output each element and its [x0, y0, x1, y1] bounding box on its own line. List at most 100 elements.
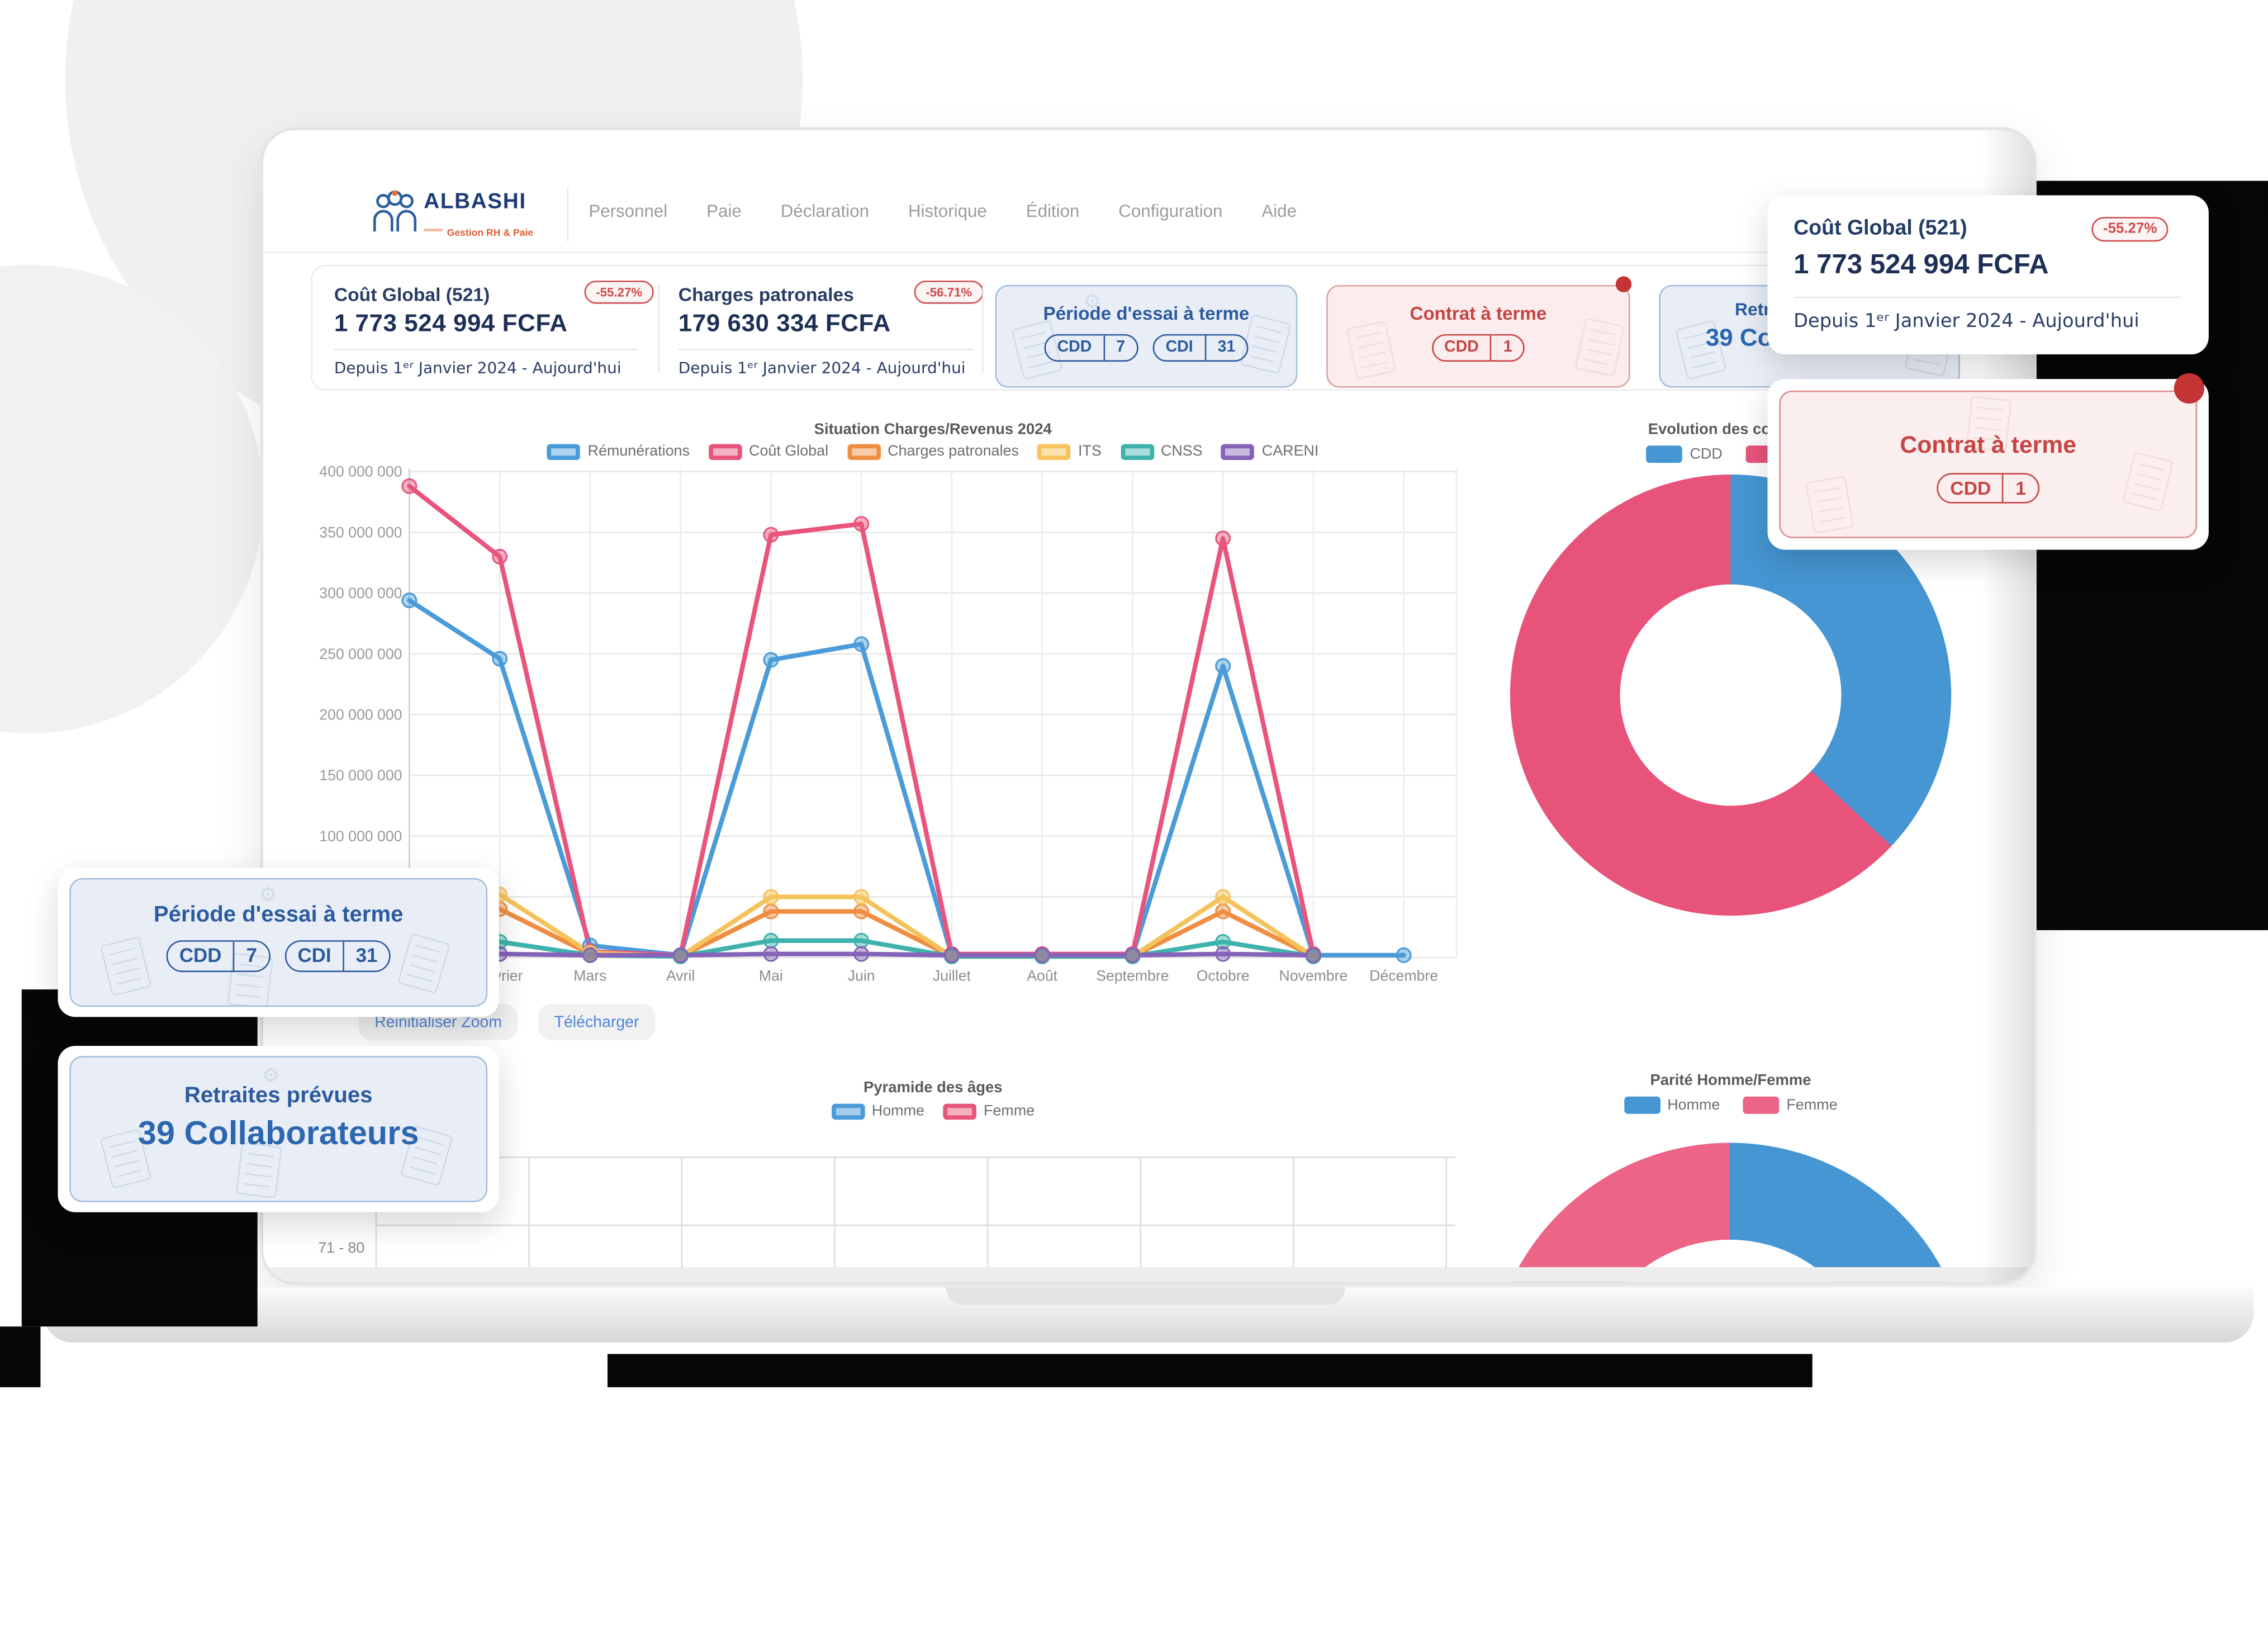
legend-swatch [943, 1103, 977, 1120]
svg-text:Septembre: Septembre [1096, 968, 1169, 984]
legend-item[interactable]: Homme [831, 1103, 924, 1120]
stat-charges-badge: -56.71% [914, 278, 984, 304]
age-pyramid-chart: 71 - 80 [318, 1156, 1455, 1271]
legend-item[interactable]: Coût Global [708, 444, 828, 460]
widget-periode-essai[interactable]: ⚙ Période d'essai à terme CDD 7 CDI 31 [995, 285, 1298, 388]
popup-cout-global-title: Coût Global (521) [1793, 217, 1967, 240]
stat-cout-global-period: Depuis 1ᵉʳ Janvier 2024 - Aujourd'hui [334, 358, 621, 378]
float-pill-cdd: CDD 7 [166, 940, 271, 971]
stats-vdivider-1 [658, 283, 660, 373]
svg-text:250 000 000: 250 000 000 [319, 646, 402, 662]
download-button[interactable]: Télécharger [538, 1004, 656, 1040]
svg-text:71 - 80: 71 - 80 [318, 1239, 364, 1256]
stat-divider-2 [678, 348, 974, 350]
parity-donut-title: Parité Homme/Femme [1650, 1072, 1811, 1089]
stat-divider [334, 348, 638, 350]
popup-cout-global-badge: -55.27% [2091, 214, 2169, 242]
legend-swatch [1624, 1096, 1660, 1114]
age-pyramid-title: Pyramide des âges [863, 1079, 1003, 1097]
svg-text:Juillet: Juillet [933, 968, 971, 984]
brand-name: ALBASHI [424, 189, 526, 215]
popup-notification-dot [2174, 373, 2205, 404]
stats-vdivider-2 [982, 283, 984, 373]
legend-item[interactable]: CDD [1646, 445, 1723, 463]
stat-charges-title: Charges patronales [678, 283, 854, 306]
nav-declaration[interactable]: Déclaration [780, 201, 870, 221]
nav-divider [567, 188, 569, 242]
legend-item[interactable]: Rémunérations [547, 444, 690, 460]
legend-item[interactable]: Charges patronales [847, 444, 1019, 460]
popup-contrat-title: Contrat à terme [1900, 432, 2076, 459]
svg-text:Mars: Mars [573, 968, 606, 984]
parity-donut-legend: Homme Femme [1510, 1096, 1951, 1114]
svg-text:300 000 000: 300 000 000 [319, 585, 402, 601]
float-retraites[interactable]: ⚙ Retraites prévues 39 Collaborateurs [58, 1046, 499, 1212]
legend-swatch [708, 444, 742, 460]
svg-text:Août: Août [1027, 968, 1057, 984]
float-retraites-value: 39 Collaborateurs [137, 1113, 419, 1152]
legend-item[interactable]: CARENI [1221, 444, 1318, 460]
brand-dash [424, 228, 443, 231]
legend-item[interactable]: Femme [943, 1103, 1035, 1120]
legend-swatch [1120, 444, 1154, 460]
svg-text:350 000 000: 350 000 000 [319, 524, 402, 541]
stat-cout-global-title: Coût Global (521) [334, 283, 490, 306]
popup-divider [1793, 296, 2181, 298]
pill-cdd-1: CDD 1 [1431, 334, 1526, 362]
screen-bottom-strip [263, 1267, 2034, 1282]
popup-cout-global-value: 1 773 524 994 FCFA [1793, 250, 2049, 281]
legend-swatch [1743, 1096, 1780, 1114]
stat-cout-global-badge: -55.27% [584, 278, 654, 304]
legend-item[interactable]: Homme [1624, 1096, 1720, 1114]
pill-cdd: CDD 7 [1044, 334, 1138, 362]
age-pyramid-legend: Homme Femme [409, 1103, 1456, 1120]
popup-cout-global-period: Depuis 1ᵉʳ Janvier 2024 - Aujourd'hui [1793, 311, 2139, 333]
svg-text:150 000 000: 150 000 000 [319, 767, 402, 784]
legend-swatch [1646, 445, 1683, 463]
popup-cout-global[interactable]: Coût Global (521) -55.27% 1 773 524 994 … [1767, 195, 2209, 355]
line-chart-legend: Rémunérations Coût Global Charges patronal… [409, 444, 1456, 460]
brand-logo[interactable]: ALBASHI Gestion RH & Paie [371, 187, 558, 245]
main-nav: Personnel Paie Déclaration Historique Éd… [589, 201, 1297, 221]
nav-historique[interactable]: Historique [908, 201, 987, 221]
legend-swatch [1221, 444, 1255, 460]
legend-item[interactable]: ITS [1037, 444, 1102, 460]
nav-aide[interactable]: Aide [1261, 201, 1297, 221]
legend-swatch [1037, 444, 1071, 460]
nav-configuration[interactable]: Configuration [1118, 201, 1223, 221]
brand-subtitle: Gestion RH & Paie [447, 228, 534, 239]
legend-swatch [831, 1103, 865, 1120]
dashboard-screen: ALBASHI Gestion RH & Paie Personnel Paie… [263, 130, 2034, 1282]
svg-text:Mai: Mai [759, 968, 783, 984]
svg-text:Juin: Juin [848, 968, 875, 984]
gear-icon: ⚙ [262, 1063, 280, 1087]
widget-periode-essai-title: Période d'essai à terme [1043, 302, 1250, 324]
float-pill-cdi: CDI 31 [284, 940, 391, 971]
nav-edition[interactable]: Édition [1026, 201, 1080, 221]
people-logo-icon [373, 190, 417, 232]
stat-cout-global-value: 1 773 524 994 FCFA [334, 309, 568, 338]
stat-charges-value: 179 630 334 FCFA [678, 309, 891, 338]
float-periode-essai[interactable]: ⚙ Période d'essai à terme CDD 7 CDI 31 [58, 867, 499, 1017]
line-chart-title: Situation Charges/Revenus 2024 [814, 421, 1052, 439]
svg-text:Novembre: Novembre [1279, 968, 1347, 984]
gear-icon: ⚙ [1083, 289, 1102, 313]
popup-contrat-terme[interactable]: Contrat à terme CDD 1 [1767, 373, 2209, 550]
legend-item[interactable]: CNSS [1120, 444, 1203, 460]
svg-text:100 000 000: 100 000 000 [319, 828, 402, 845]
legend-item[interactable]: Femme [1743, 1096, 1838, 1114]
svg-text:200 000 000: 200 000 000 [319, 707, 402, 723]
gear-icon: ⚙ [259, 882, 277, 906]
page: ALBASHI Gestion RH & Paie Personnel Paie… [0, 0, 2268, 1387]
svg-text:Octobre: Octobre [1197, 968, 1250, 984]
widget-contrat-terme[interactable]: Contrat à terme CDD 1 [1326, 285, 1630, 388]
svg-text:400 000 000: 400 000 000 [319, 463, 402, 480]
stat-charges-period: Depuis 1ᵉʳ Janvier 2024 - Aujourd'hui [678, 358, 966, 378]
legend-swatch [847, 444, 881, 460]
nav-paie[interactable]: Paie [706, 201, 742, 221]
float-periode-title: Période d'essai à terme [153, 902, 404, 927]
nav-personnel[interactable]: Personnel [589, 201, 668, 221]
header-divider [263, 252, 2034, 253]
laptop-base-notch [946, 1287, 1345, 1305]
